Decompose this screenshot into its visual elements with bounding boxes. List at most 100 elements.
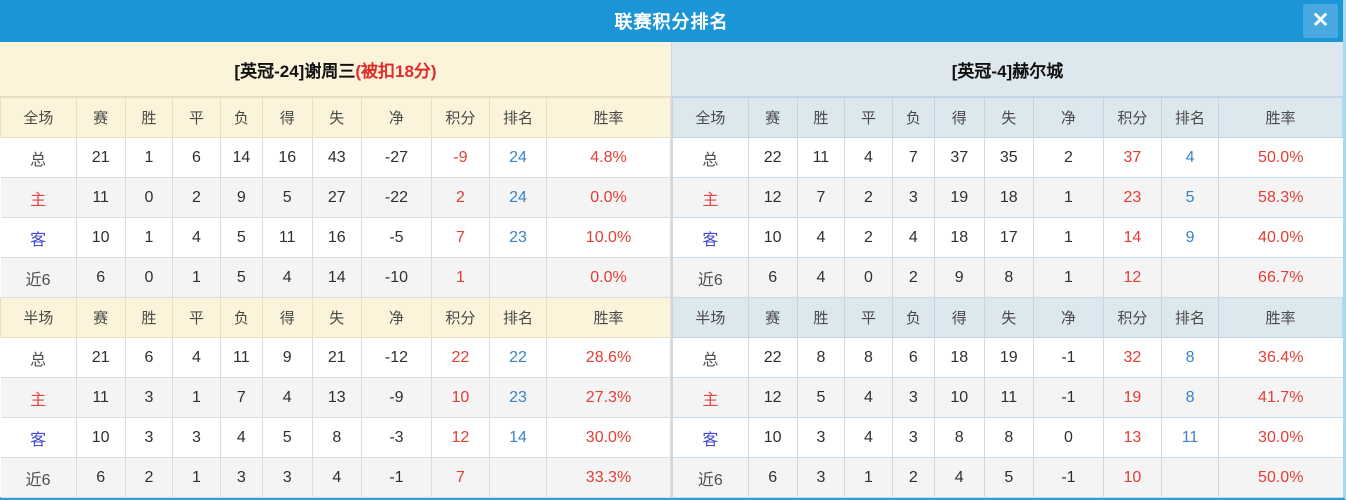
- stat-cell: 2: [844, 177, 893, 218]
- stat-cell: 12: [747, 177, 798, 218]
- stat-cell: 3: [891, 417, 935, 458]
- winrate-cell: 4.8%: [545, 137, 672, 178]
- stat-cell: 7: [796, 177, 846, 218]
- table-row: 总 21 6 4 11 9 21 -12 22 22 28.6%: [0, 337, 672, 378]
- points-cell: 7: [430, 457, 491, 498]
- stat-cell: 18: [933, 217, 985, 258]
- table-row: 主 11 3 1 7 4 13 -9 10 23 27.3%: [0, 377, 672, 418]
- stats-table-body: 全场赛胜平负得失净积分 排名 胜率总 22 11 4 7 37 35 2 37 4 50.0% 主 12 7 2…: [672, 97, 1344, 498]
- row-label: 总: [672, 337, 749, 378]
- stat-cell: 10: [75, 417, 126, 458]
- dialog-titlebar: 联赛积分排名 ✕: [0, 0, 1343, 42]
- rank-cell: 14: [489, 417, 547, 458]
- points-cell: 37: [1102, 137, 1163, 178]
- column-header: 赛: [75, 97, 126, 138]
- column-header: 胜率: [1217, 297, 1344, 338]
- table-row: 总 22 11 4 7 37 35 2 37 4 50.0%: [672, 137, 1343, 178]
- stat-cell: 7: [891, 137, 935, 178]
- stat-cell: 1: [124, 137, 174, 178]
- stat-cell: 4: [933, 457, 985, 498]
- winrate-cell: 30.0%: [545, 417, 672, 458]
- stats-table: 全场赛胜平负得失净积分 排名 胜率总 21 1 6 14 16 43 -27 -9 24 4.8% 主 11…: [0, 97, 672, 498]
- stat-cell: 16: [261, 137, 313, 178]
- stat-cell: 3: [219, 457, 263, 498]
- stat-cell: 1: [1033, 257, 1104, 298]
- column-header: 排名: [489, 97, 547, 138]
- stat-cell: 3: [796, 417, 846, 458]
- table-row: 客 10 4 2 4 18 17 1 14 9 40.0%: [672, 217, 1343, 258]
- stat-cell: 2: [891, 257, 935, 298]
- column-header: 平: [172, 97, 221, 138]
- points-cell: 12: [1102, 257, 1163, 298]
- stat-cell: 27: [311, 177, 363, 218]
- stat-cell: 3: [261, 457, 313, 498]
- row-label: 近6: [0, 257, 77, 298]
- rank-cell: 9: [1161, 217, 1219, 258]
- stat-cell: 16: [311, 217, 363, 258]
- stat-cell: 22: [747, 337, 798, 378]
- stat-cell: 11: [796, 137, 846, 178]
- stat-cell: 1: [124, 217, 174, 258]
- stat-cell: 13: [311, 377, 363, 418]
- rank-cell: 23: [489, 377, 547, 418]
- column-header: 净: [361, 97, 432, 138]
- stat-cell: -3: [361, 417, 432, 458]
- column-header-row: 全场赛胜平负得失净积分 排名 胜率: [672, 97, 1344, 138]
- column-header: 赛: [747, 297, 798, 338]
- stat-cell: 10: [747, 417, 798, 458]
- table-row: 主 12 7 2 3 19 18 1 23 5 58.3%: [672, 177, 1343, 218]
- column-header: 平: [844, 97, 893, 138]
- winrate-cell: 40.0%: [1217, 217, 1343, 258]
- stat-cell: 11: [75, 377, 126, 418]
- stat-cell: 0: [124, 257, 174, 298]
- winrate-cell: 66.7%: [1217, 257, 1343, 298]
- stat-cell: 17: [983, 217, 1035, 258]
- stat-cell: -1: [1033, 337, 1104, 378]
- stat-cell: 5: [219, 257, 263, 298]
- column-header: 赛: [747, 97, 798, 138]
- stat-cell: 35: [983, 137, 1035, 178]
- column-header: 半场: [672, 297, 749, 338]
- stat-cell: 22: [747, 137, 798, 178]
- row-label: 客: [672, 417, 749, 458]
- table-row: 总 21 1 6 14 16 43 -27 -9 24 4.8%: [0, 137, 672, 178]
- stat-cell: 4: [796, 257, 846, 298]
- column-header-row: 半场赛胜平负得失净积分 排名 胜率: [0, 297, 672, 338]
- stat-cell: 5: [261, 177, 313, 218]
- column-header: 失: [311, 297, 363, 338]
- stat-cell: 10: [933, 377, 985, 418]
- close-button[interactable]: ✕: [1303, 4, 1338, 38]
- rank-cell: [489, 457, 547, 498]
- points-cell: 22: [430, 337, 491, 378]
- winrate-cell: 0.0%: [545, 257, 672, 298]
- rank-cell: 11: [1161, 417, 1219, 458]
- column-header: 净: [361, 297, 432, 338]
- column-header: 得: [933, 97, 985, 138]
- winrate-cell: 0.0%: [545, 177, 672, 218]
- row-label: 主: [0, 377, 77, 418]
- panels-container: [英冠-24]谢周三 (被扣18分) 全场赛胜平负得失净积分 排名 胜率总 21 1 6 14…: [0, 42, 1344, 498]
- stat-cell: 11: [983, 377, 1035, 418]
- rank-cell: [489, 257, 547, 298]
- stat-cell: 4: [311, 457, 363, 498]
- stat-cell: -22: [361, 177, 432, 218]
- column-header: 积分: [1102, 297, 1163, 338]
- column-header: 失: [311, 97, 363, 138]
- stat-cell: 6: [124, 337, 174, 378]
- team-panel-left: [英冠-24]谢周三 (被扣18分) 全场赛胜平负得失净积分 排名 胜率总 21 1 6 14…: [0, 42, 672, 498]
- stat-cell: 37: [933, 137, 985, 178]
- stat-cell: 5: [219, 217, 263, 258]
- column-header: 排名: [1161, 297, 1219, 338]
- table-row: 近6 6 4 0 2 9 8 1 12 66.7%: [672, 257, 1343, 298]
- stat-cell: 18: [933, 337, 985, 378]
- stat-cell: 2: [172, 177, 221, 218]
- column-header: 失: [983, 97, 1035, 138]
- stat-cell: 14: [311, 257, 363, 298]
- winrate-cell: 27.3%: [545, 377, 672, 418]
- stat-cell: 6: [172, 137, 221, 178]
- row-label: 总: [0, 337, 77, 378]
- stat-cell: 21: [75, 337, 126, 378]
- column-header-row: 半场赛胜平负得失净积分 排名 胜率: [672, 297, 1344, 338]
- stat-cell: 3: [891, 177, 935, 218]
